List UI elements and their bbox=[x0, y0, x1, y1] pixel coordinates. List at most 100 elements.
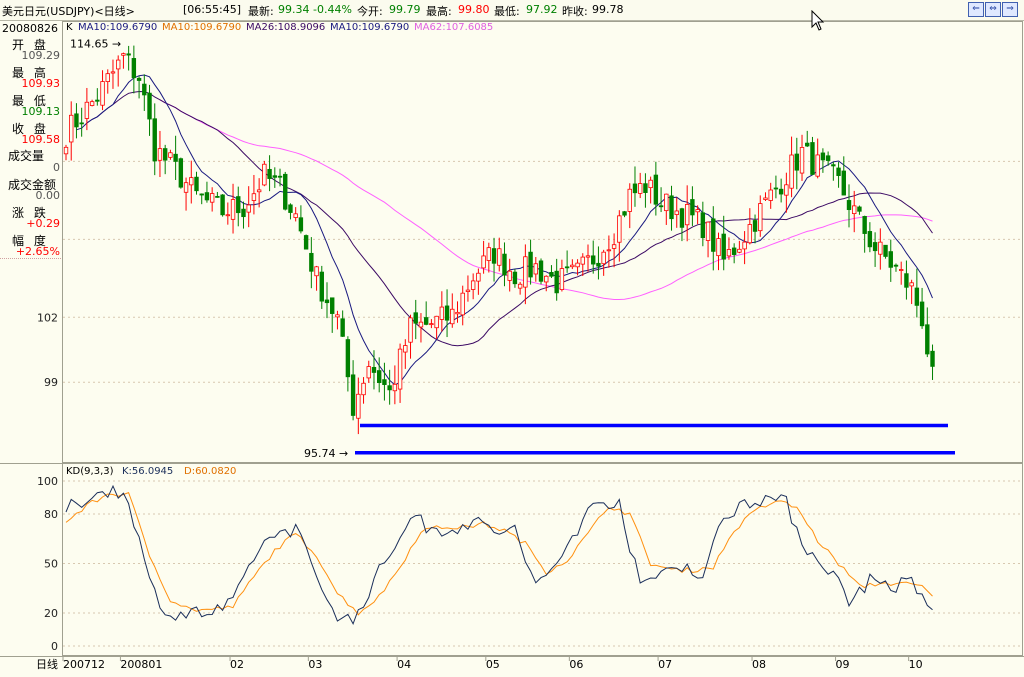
ma26-line bbox=[86, 90, 933, 347]
candle-body bbox=[497, 248, 502, 266]
legend-chart-type: K bbox=[66, 22, 73, 33]
candle-body bbox=[126, 53, 131, 56]
candle-body bbox=[617, 215, 622, 243]
ma26-group bbox=[86, 90, 933, 347]
candle-body bbox=[601, 251, 606, 265]
candle-body bbox=[100, 81, 105, 106]
low-label: 最低: bbox=[494, 5, 520, 18]
kd-k-line bbox=[65, 484, 933, 626]
ma62-line bbox=[159, 99, 933, 300]
candle-body bbox=[215, 195, 220, 198]
kd-d-line bbox=[65, 491, 933, 616]
candle-body bbox=[413, 312, 418, 324]
candle-body bbox=[721, 233, 726, 260]
candle-body bbox=[784, 184, 789, 196]
info-date: 20080826 bbox=[2, 22, 58, 35]
kd-panel-frame bbox=[62, 463, 1023, 656]
time-tick-label: 03 bbox=[308, 658, 322, 671]
info-change-label: 涨 跌 bbox=[12, 206, 49, 220]
candle-body bbox=[502, 253, 507, 276]
candle-body bbox=[392, 383, 398, 392]
info-change-value: +0.29 bbox=[26, 217, 60, 230]
candle-body bbox=[888, 251, 893, 268]
candle-body bbox=[324, 299, 330, 304]
candle-body bbox=[147, 92, 152, 120]
candle-body bbox=[256, 189, 262, 193]
kd-indicator-name: KD(9,3,3) bbox=[66, 466, 114, 477]
candle-body bbox=[768, 189, 773, 201]
candle-body bbox=[84, 101, 90, 119]
info-low-value: 109.13 bbox=[21, 105, 61, 118]
info-low-label: 最 低 bbox=[12, 94, 49, 108]
candle-body bbox=[684, 204, 690, 226]
price-axis: 102 99 bbox=[37, 311, 58, 389]
candle-body bbox=[110, 71, 116, 74]
time-tick-label: 09 bbox=[836, 658, 850, 671]
candle-body bbox=[700, 212, 706, 239]
quote-time: [06:55:45] bbox=[183, 3, 241, 16]
candle-body bbox=[476, 272, 481, 282]
candle-body bbox=[408, 317, 413, 343]
candle-body bbox=[564, 266, 570, 269]
candle-body bbox=[152, 118, 157, 162]
candle-body bbox=[225, 214, 231, 217]
legend-ma4: MA10:109.6790 bbox=[330, 22, 410, 33]
candle-body bbox=[580, 256, 585, 265]
candle-body bbox=[664, 193, 669, 212]
candle-body bbox=[481, 255, 486, 269]
candle-body bbox=[904, 273, 909, 288]
candle-body bbox=[705, 221, 711, 241]
time-tick-label: 07 bbox=[658, 658, 672, 671]
kd-k-value: K:56.0945 bbox=[122, 466, 174, 477]
candle-body bbox=[439, 306, 445, 320]
candle-body bbox=[131, 58, 137, 79]
time-tick-label: 10 bbox=[909, 658, 923, 671]
open-value: 99.79 bbox=[389, 3, 421, 16]
time-tick-label: 200712 bbox=[63, 658, 105, 671]
candle-body bbox=[204, 192, 210, 201]
kd-d-value: D:60.0820 bbox=[184, 466, 237, 477]
candle-body bbox=[241, 208, 246, 218]
legend-ma2: MA10:109.6790 bbox=[162, 22, 242, 33]
candle-body bbox=[517, 283, 523, 289]
bar-info-panel: 20080826 开 盘 109.29 最 高 109.93 最 低 109.1… bbox=[0, 22, 62, 261]
candle-body bbox=[794, 153, 799, 171]
candle-body bbox=[815, 154, 820, 177]
legend-ma1: MA10:109.6790 bbox=[78, 22, 158, 33]
candle-body bbox=[189, 177, 194, 186]
mouse-cursor-icon bbox=[811, 10, 825, 31]
min-price-annotation: 95.74 → bbox=[304, 447, 348, 460]
zoom-button[interactable]: ⇔ bbox=[985, 2, 1001, 17]
time-axis: 日线 200712 200801 02 03 04 05 06 07 08 09 10 bbox=[36, 657, 923, 671]
candle-body bbox=[549, 272, 554, 277]
time-tick-label: 200801 bbox=[120, 658, 162, 671]
candle-body bbox=[173, 153, 178, 162]
candle-body bbox=[852, 205, 857, 215]
change-value: -0.44% bbox=[313, 3, 352, 16]
candle-body bbox=[758, 203, 763, 232]
candle-body bbox=[116, 59, 121, 70]
candle-body bbox=[695, 209, 700, 213]
candle-body bbox=[643, 183, 648, 193]
scroll-left-button[interactable]: ⇐ bbox=[968, 2, 984, 17]
candle-body bbox=[136, 77, 142, 81]
scroll-right-button[interactable]: ⇒ bbox=[1002, 2, 1018, 17]
candle-body bbox=[450, 308, 455, 325]
candle-body bbox=[444, 305, 450, 321]
time-tick-label: 04 bbox=[397, 658, 411, 671]
kd-tick-label: 0 bbox=[51, 640, 58, 653]
candle-body bbox=[731, 247, 737, 255]
candle-body bbox=[298, 217, 304, 232]
candle-body bbox=[653, 174, 659, 205]
candle-body bbox=[236, 196, 241, 214]
legend-ma3: MA26:108.9096 bbox=[246, 22, 326, 33]
candle-body bbox=[382, 379, 387, 385]
info-amount-label: 成交金额 bbox=[8, 178, 57, 192]
candle-body bbox=[805, 142, 810, 147]
candle-body bbox=[455, 311, 460, 315]
low-value: 97.92 bbox=[526, 3, 558, 16]
candle-body bbox=[674, 210, 679, 215]
prev-close-label: 昨收: bbox=[562, 5, 588, 18]
candle-body bbox=[846, 200, 852, 211]
